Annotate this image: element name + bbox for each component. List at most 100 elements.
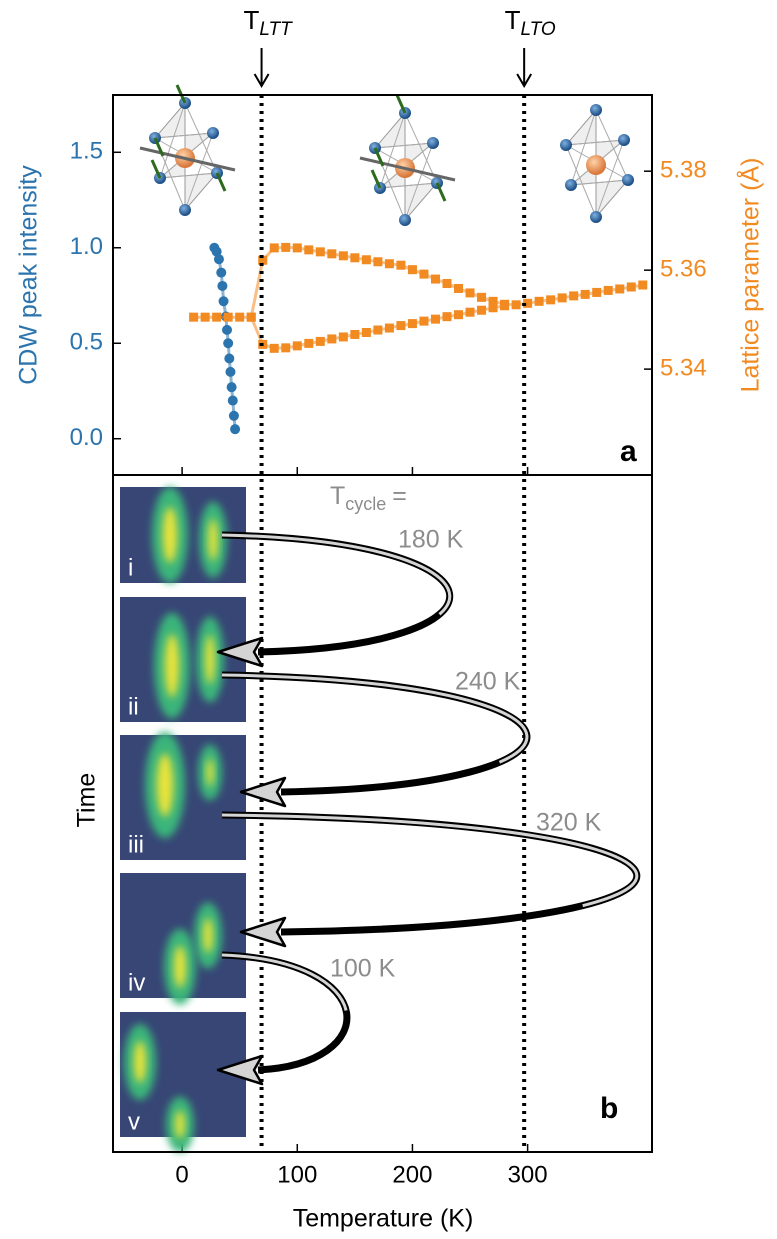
marker — [350, 329, 360, 339]
octahedron-edge — [154, 132, 214, 139]
octahedron-edge — [379, 182, 438, 189]
heatmap-peak — [164, 634, 180, 698]
displacement-arrow — [435, 182, 447, 202]
octahedron-edge — [159, 102, 186, 179]
heatmap-label: iii — [128, 831, 144, 858]
octahedron-vertex — [622, 174, 634, 186]
marker — [454, 283, 464, 293]
marker — [477, 292, 487, 302]
marker — [603, 285, 613, 295]
marker — [500, 301, 510, 311]
heatmap-label: iv — [128, 969, 145, 996]
octahedron-edge — [595, 139, 625, 218]
cycle-label: 240 K — [455, 668, 521, 696]
octahedron-edge — [570, 109, 597, 186]
rotation-axis — [359, 156, 456, 182]
y2-tick-label: 5.36 — [660, 256, 707, 283]
marker — [338, 332, 348, 342]
octahedron-edge — [184, 132, 214, 211]
y-axis-label: Time — [73, 773, 101, 828]
marker — [361, 328, 371, 337]
octahedron-vertex — [427, 137, 439, 149]
marker — [430, 314, 440, 324]
marker — [315, 336, 325, 346]
marker — [189, 312, 199, 322]
marker — [465, 307, 475, 317]
heatmap-peak — [203, 918, 213, 953]
marker — [384, 323, 394, 333]
heatmap-peak — [205, 635, 215, 684]
octahedron-vertex — [565, 179, 577, 191]
marker — [384, 259, 394, 269]
heatmap-peak — [206, 758, 214, 787]
transition-label: TLTO — [505, 5, 556, 40]
heatmap-label: v — [128, 1108, 140, 1135]
octahedra-icons — [139, 84, 634, 226]
marker — [327, 334, 337, 344]
x-tick-label: 200 — [392, 1161, 432, 1188]
octahedron — [560, 104, 634, 223]
displacement-arrow — [150, 159, 162, 179]
displacement-arrow — [395, 94, 407, 114]
cycle-label: 100 K — [330, 955, 396, 983]
marker — [626, 282, 636, 292]
marker — [465, 288, 475, 298]
marker — [419, 316, 429, 326]
cycle-title-main: T — [330, 482, 345, 510]
transition-arrow — [516, 48, 533, 88]
marker — [226, 382, 237, 393]
marker — [223, 338, 234, 349]
series-line — [193, 245, 644, 319]
panel-label: a — [620, 435, 637, 468]
heatmap-peak — [208, 518, 218, 561]
cycle-arrow-inner — [221, 813, 638, 934]
marker — [523, 298, 533, 308]
cycle-title-suffix: = — [392, 482, 407, 510]
y2-axis-label: Lattice parameter (Å) — [735, 158, 765, 393]
transition-label-sub: LTT — [259, 19, 293, 40]
marker — [225, 366, 236, 377]
transition-label: TLTT — [243, 5, 293, 40]
marker — [592, 287, 602, 297]
y-axis-label: CDW peak intensity — [15, 165, 43, 385]
heatmap-peak — [156, 753, 174, 817]
cycle-arrow-head — [216, 636, 264, 668]
marker — [454, 310, 464, 320]
marker — [269, 343, 279, 353]
octahedron-edge — [565, 139, 625, 146]
y2-tick-label: 5.38 — [660, 157, 707, 184]
octahedron-vertex — [618, 134, 630, 146]
panel-frame — [112, 474, 653, 1153]
displacement-arrow — [153, 137, 165, 157]
cycle-arrow-inner — [221, 673, 529, 794]
marker — [246, 312, 256, 322]
transition-label-main: T — [243, 5, 259, 35]
marker — [217, 280, 228, 291]
marker — [407, 319, 417, 329]
y-tick-label: 0.0 — [70, 424, 103, 451]
displacement-arrow — [373, 147, 385, 167]
marker — [569, 291, 579, 301]
octahedron-edge — [404, 142, 434, 221]
x-tick-label: 300 — [508, 1161, 548, 1188]
octahedron-edge — [595, 109, 629, 181]
marker — [292, 341, 302, 351]
marker — [304, 338, 314, 348]
panel-label: b — [600, 1092, 618, 1125]
cycle-arrow-head — [239, 776, 287, 808]
marker — [200, 312, 210, 322]
octahedron-edge — [184, 102, 218, 174]
marker — [373, 257, 383, 267]
marker — [430, 274, 440, 284]
heatmap-peak — [134, 1041, 146, 1083]
y-tick-label: 1.5 — [70, 138, 103, 165]
octahedron — [139, 84, 236, 216]
marker — [442, 279, 452, 289]
marker — [327, 249, 337, 259]
octahedron-edge — [570, 179, 629, 186]
transition-label-main: T — [505, 5, 521, 35]
heatmap-label: ii — [128, 693, 139, 720]
cycle-label: 180 K — [398, 526, 464, 554]
y-tick-label: 0.5 — [70, 329, 103, 356]
displacement-arrow — [215, 172, 227, 192]
